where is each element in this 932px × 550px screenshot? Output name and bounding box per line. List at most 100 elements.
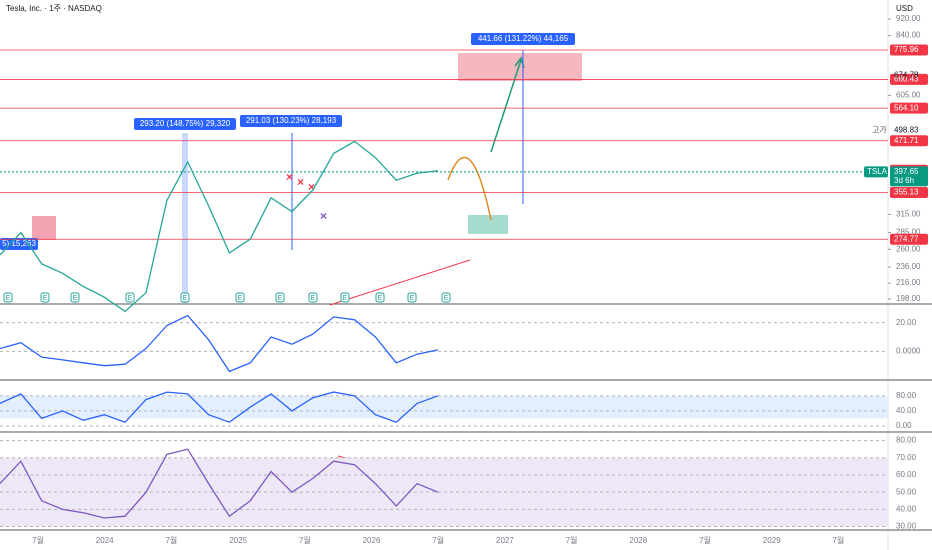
price-tag [890, 73, 928, 85]
time-label: 7월 [432, 535, 444, 545]
price-tag-label: 660.43 [894, 75, 919, 84]
price-tick-label: 605.00 [896, 91, 921, 100]
y-tick-label: 50.00 [896, 487, 917, 496]
earnings-label: E [238, 295, 243, 302]
time-label: 2028 [629, 536, 647, 545]
y-tick-label: 0.00 [896, 421, 912, 430]
earnings-marker [275, 292, 285, 303]
rsi-line [0, 448, 439, 519]
price-tick-label: 216.00 [896, 278, 921, 287]
highlight-zone [32, 216, 56, 240]
price-tick-label: 315.00 [896, 209, 921, 218]
price-tag [890, 44, 928, 56]
countdown: 3d 6h [894, 176, 914, 185]
y-tick-label: 40.00 [896, 504, 917, 513]
annotation-box [134, 118, 236, 130]
earnings-marker [40, 292, 50, 303]
earnings-label: E [444, 295, 449, 302]
target-zone [458, 53, 582, 81]
earnings-label: E [43, 295, 48, 302]
earnings-marker [407, 292, 417, 303]
x-marks: × × × × [286, 170, 327, 223]
annotation: 441.66 (131.22%) 44,165 [478, 34, 569, 43]
high-value: 498.83 [894, 126, 919, 135]
measure-range [182, 133, 188, 303]
price-tick-label: 260.00 [896, 244, 921, 253]
price-tag [890, 102, 928, 114]
annotation-box [471, 33, 575, 45]
y-tick-label: 70.00 [896, 453, 917, 462]
earnings-marker [3, 292, 13, 303]
price-tick-label: 198.00 [896, 294, 921, 303]
earnings-label: E [378, 295, 383, 302]
time-label: 7월 [566, 535, 578, 545]
annotation: 5) 15,263 [2, 239, 36, 248]
y-tick-label: 80.00 [896, 436, 917, 445]
price-line [0, 140, 439, 313]
earnings-label: E [311, 295, 316, 302]
price-tick-label: 236.00 [896, 262, 921, 271]
time-label: 7월 [32, 535, 44, 545]
earnings-marker [70, 292, 80, 303]
earnings-label: E [128, 295, 133, 302]
x-mark: × [320, 209, 327, 223]
price-tag-label: 775.96 [894, 45, 919, 54]
y-tick-label: 80.00 [896, 391, 917, 400]
time-label: 2027 [496, 536, 514, 545]
y-tick-label: 20.00 [896, 318, 917, 327]
y-tick-label: 30.00 [896, 522, 917, 531]
price-tag [890, 135, 928, 147]
symbol-label: TSLA [867, 167, 888, 176]
time-label: 7월 [699, 535, 711, 545]
macd-line [0, 314, 439, 373]
earnings-label: E [183, 295, 188, 302]
y-tick-label: 60.00 [896, 470, 917, 479]
annotation-box [240, 115, 342, 127]
y-tick-label: 40.00 [896, 406, 917, 415]
y-tick-label: 0.0000 [896, 346, 921, 355]
earnings-marker [441, 292, 451, 303]
price-tag-label: 355.13 [894, 188, 919, 197]
time-label: 2025 [229, 536, 247, 545]
time-label: 7월 [832, 535, 844, 545]
symbol-tag [864, 166, 888, 178]
band [0, 395, 888, 419]
marker-value: 674.78 [894, 71, 919, 80]
price-tag [890, 166, 928, 187]
price-tag [890, 233, 928, 245]
price-tag-label: 274.77 [894, 234, 919, 243]
price-tick-label: 285.00 [896, 228, 921, 237]
high-label: 고가 [872, 126, 887, 135]
price-tick-label: 920.00 [896, 14, 921, 23]
stoch-line [0, 391, 439, 423]
annotation: 291.03 (130.23%) 28,193 [246, 116, 337, 125]
currency: USD [896, 4, 913, 13]
price-tick-label: 840.00 [896, 31, 921, 40]
x-mark: × [286, 170, 293, 184]
price-tag-label: 564.10 [894, 103, 919, 112]
earnings-marker [375, 292, 385, 303]
earnings-marker [308, 292, 318, 303]
trend-line [329, 259, 471, 306]
symbol-title: Tesla, Inc. · 1주 · NASDAQ [6, 4, 102, 13]
earnings-label: E [343, 295, 348, 302]
x-mark: × [297, 175, 304, 189]
x-mark: × [308, 180, 315, 194]
time-label: 2029 [763, 536, 781, 545]
time-label: 7월 [299, 535, 311, 545]
price-tag [890, 187, 928, 199]
last-value: 397.65 [894, 167, 919, 176]
earnings-marker [180, 292, 190, 303]
earnings-marker [340, 292, 350, 303]
earnings-label: E [6, 295, 11, 302]
support-zone [468, 215, 508, 234]
earnings-label: E [410, 295, 415, 302]
annotation-box [0, 238, 38, 250]
earnings-marker [125, 292, 135, 303]
earnings-label: E [73, 295, 78, 302]
time-label: 2024 [96, 536, 114, 545]
projection-curve [447, 157, 492, 221]
price-tag-label: 471.71 [894, 136, 919, 145]
time-label: 2026 [363, 536, 381, 545]
